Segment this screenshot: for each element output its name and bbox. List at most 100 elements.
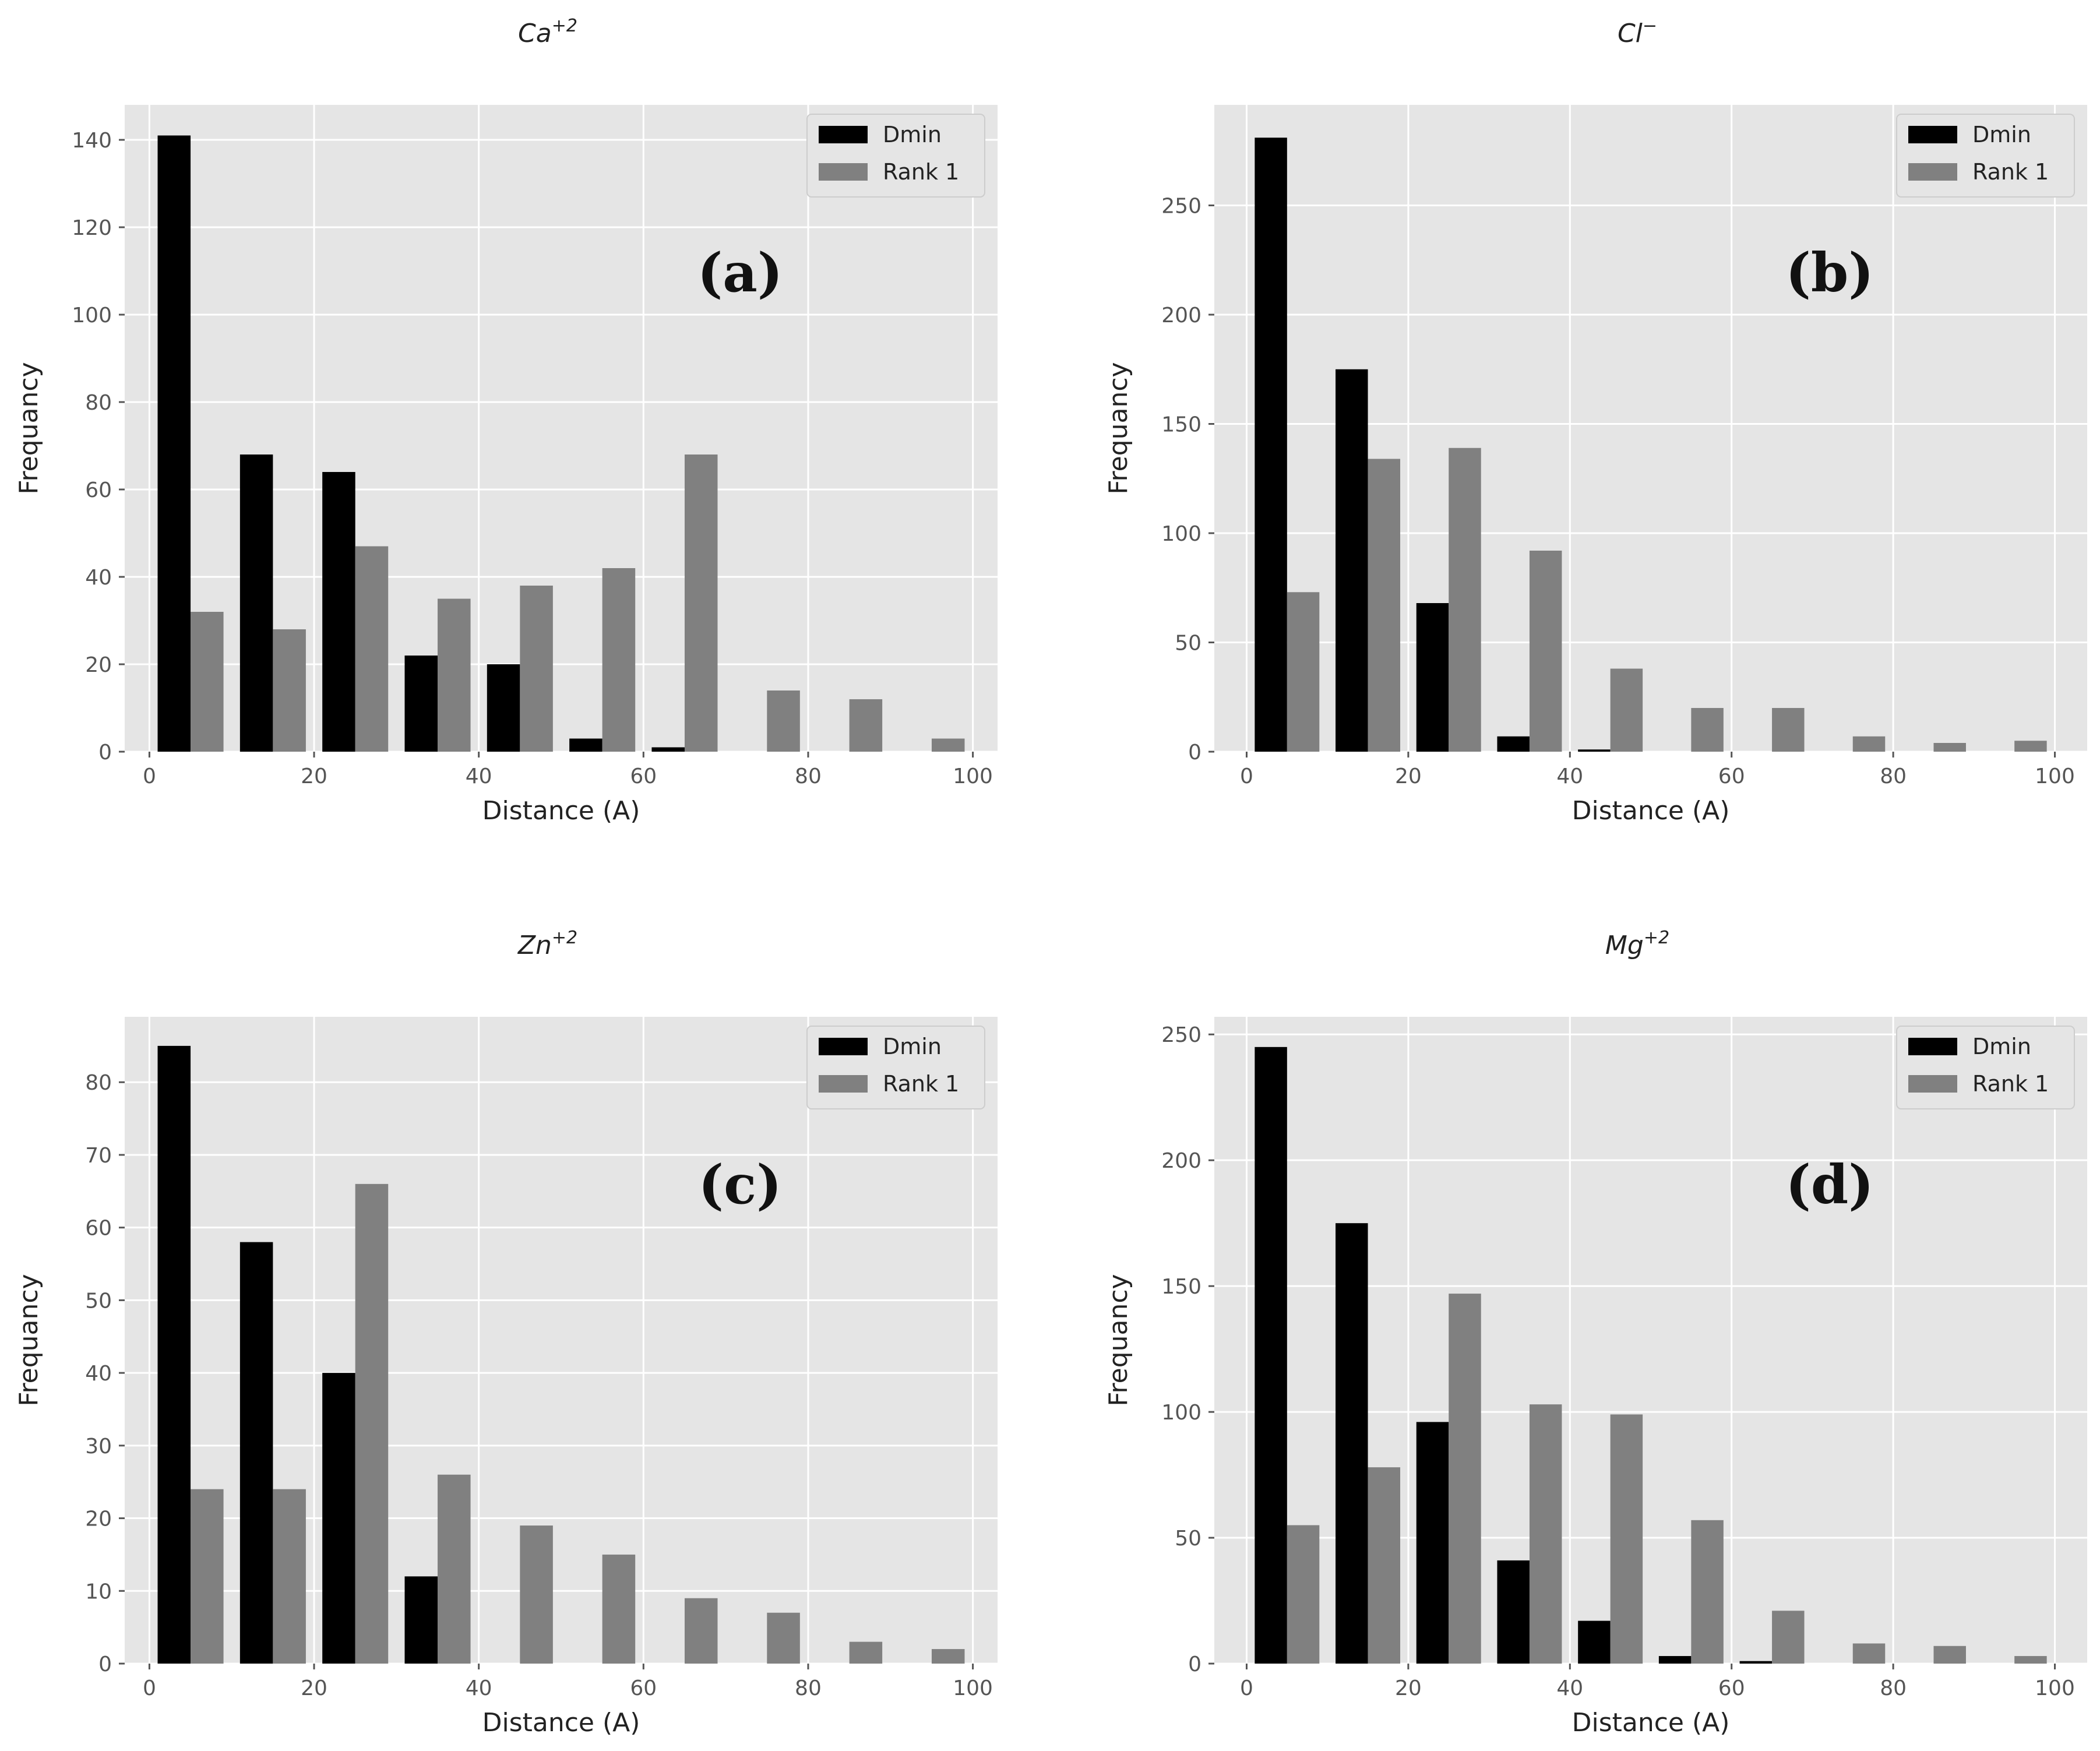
y-tick-label: 80 (85, 1071, 112, 1095)
bar-rank-1 (2014, 741, 2047, 752)
bar-rank-1 (602, 568, 636, 752)
bar-dmin (157, 135, 191, 752)
x-tick-label: 40 (1556, 764, 1583, 788)
axis-ticks: 0 20 40 60 80 100 0 20 40 60 80 100 120 140 (72, 129, 993, 788)
legend-label-rank-1: Rank 1 (1972, 1071, 2049, 1097)
bar-rank-1 (1933, 743, 1966, 752)
panel-label: (c) (699, 1153, 782, 1216)
legend-label-dmin: Dmin (1972, 122, 2031, 147)
bar-rank-1 (849, 1641, 883, 1664)
chart-panel-c: Zn+2 0 20 40 60 80 100 0 10 20 30 40 50 60 70 80 Dista… (14, 928, 998, 1738)
bar-dmin (1658, 1656, 1692, 1664)
y-axis-label: Frequancy (14, 1274, 44, 1406)
x-tick-label: 0 (143, 1676, 156, 1700)
bar-rank-1 (438, 1474, 471, 1664)
x-tick-label: 20 (1395, 1676, 1422, 1700)
axis-ticks: 0 20 40 60 80 100 0 50 100 150 200 250 (1161, 1023, 2075, 1700)
y-axis-label: Frequancy (14, 362, 44, 494)
panel-label: (d) (1785, 1153, 1873, 1216)
legend-label-rank-1: Rank 1 (883, 1071, 959, 1097)
bar-rank-1 (1610, 1414, 1643, 1664)
y-tick-label: 120 (72, 216, 112, 240)
y-tick-label: 10 (85, 1580, 112, 1604)
bar-rank-1 (1368, 459, 1401, 752)
x-axis-label: Distance (A) (482, 1708, 640, 1738)
axis-ticks: 0 20 40 60 80 100 0 10 20 30 40 50 60 70 80 (85, 1071, 993, 1700)
y-tick-label: 250 (1161, 1023, 1201, 1047)
bar-rank-1 (1772, 1611, 1805, 1664)
y-tick-label: 0 (1188, 741, 1201, 764)
bar-dmin (322, 472, 355, 752)
x-axis-label: Distance (A) (482, 796, 640, 826)
bar-dmin (404, 1576, 438, 1664)
axis-ticks: 0 20 40 60 80 100 0 50 100 150 200 250 (1161, 195, 2075, 789)
x-tick-label: 0 (143, 764, 156, 788)
bar-dmin (1497, 736, 1530, 752)
y-tick-label: 200 (1161, 1149, 1201, 1173)
bar-dmin (569, 738, 602, 752)
legend-swatch-rank-1 (1908, 163, 1957, 181)
x-tick-label: 100 (953, 764, 993, 788)
y-tick-label: 150 (1161, 1275, 1201, 1299)
y-tick-label: 20 (85, 653, 112, 677)
bar-rank-1 (684, 1598, 718, 1664)
legend-swatch-dmin (1908, 126, 1957, 143)
bar-dmin (651, 747, 685, 752)
bar-dmin (239, 455, 273, 752)
legend-swatch-rank-1 (1908, 1075, 1957, 1093)
bars (1255, 1047, 2047, 1664)
panel-label: (b) (1785, 241, 1873, 304)
bar-rank-1 (1287, 592, 1320, 752)
bar-rank-1 (355, 546, 389, 752)
bar-rank-1 (2014, 1656, 2047, 1664)
bar-dmin (322, 1373, 355, 1664)
bar-rank-1 (520, 586, 553, 752)
y-tick-label: 0 (1188, 1653, 1201, 1676)
y-tick-label: 250 (1161, 195, 1201, 219)
bar-rank-1 (1933, 1646, 1966, 1664)
x-tick-label: 20 (301, 764, 327, 788)
bars (1255, 138, 2047, 752)
x-tick-label: 80 (1880, 764, 1907, 788)
x-tick-label: 80 (795, 764, 822, 788)
x-tick-label: 60 (1718, 764, 1745, 788)
bar-rank-1 (602, 1554, 636, 1664)
y-tick-label: 200 (1161, 304, 1201, 327)
y-tick-label: 140 (72, 129, 112, 153)
bar-dmin (1255, 1047, 1287, 1664)
x-tick-label: 100 (2035, 1676, 2075, 1700)
panel-label: (a) (697, 241, 783, 304)
bar-rank-1 (767, 690, 800, 752)
legend-label-dmin: Dmin (883, 1034, 942, 1059)
bar-rank-1 (849, 699, 883, 752)
bar-rank-1 (684, 455, 718, 752)
y-tick-label: 50 (1175, 1527, 1201, 1551)
legend-swatch-dmin (819, 126, 868, 143)
bar-rank-1 (931, 1649, 965, 1664)
bar-dmin (1739, 1661, 1773, 1664)
bar-rank-1 (1287, 1525, 1320, 1664)
x-tick-label: 80 (795, 1676, 822, 1700)
y-tick-label: 150 (1161, 413, 1201, 437)
y-tick-label: 60 (85, 1217, 112, 1241)
x-tick-label: 100 (2035, 764, 2075, 788)
y-tick-label: 100 (1161, 1401, 1201, 1425)
bar-rank-1 (191, 1489, 224, 1664)
bar-dmin (239, 1242, 273, 1664)
bar-rank-1 (1449, 1294, 1481, 1664)
legend-label-dmin: Dmin (1972, 1034, 2031, 1059)
x-tick-label: 100 (953, 1676, 993, 1700)
x-tick-label: 60 (630, 764, 657, 788)
bar-rank-1 (1529, 1404, 1562, 1664)
legend-swatch-dmin (1908, 1038, 1957, 1055)
bar-rank-1 (191, 612, 224, 752)
bar-rank-1 (1610, 668, 1643, 752)
y-tick-label: 80 (85, 391, 112, 415)
x-tick-label: 60 (630, 1676, 657, 1700)
bar-dmin (1255, 138, 1287, 752)
chart-panel-b: Cl− 0 20 40 60 80 100 0 50 100 150 200 250 Distance… (1104, 16, 2087, 826)
bar-rank-1 (1529, 551, 1562, 752)
legend: Dmin Rank 1 (806, 1026, 985, 1109)
bar-dmin (1578, 749, 1611, 752)
